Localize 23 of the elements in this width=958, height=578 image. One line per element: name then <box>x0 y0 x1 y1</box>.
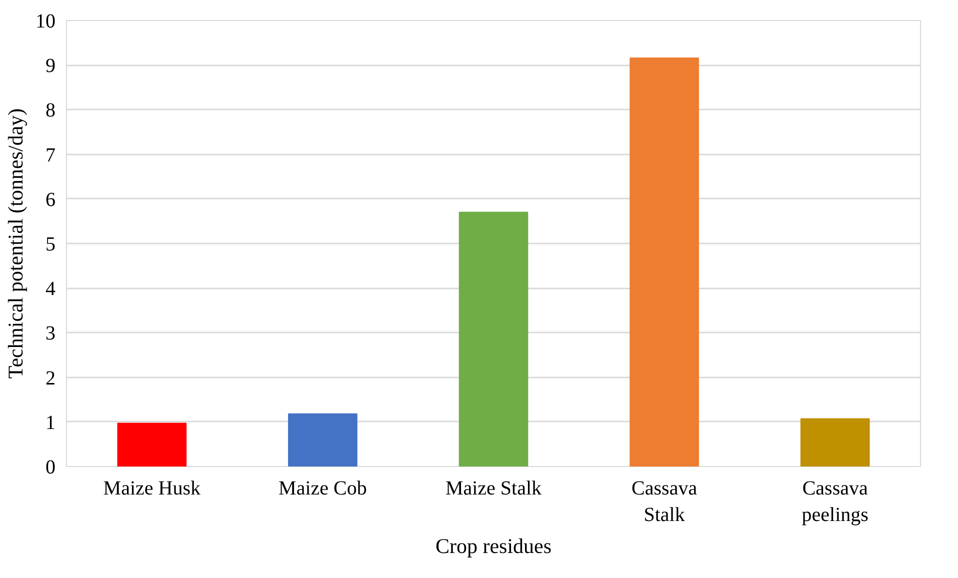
y-tick-label: 9 <box>46 55 56 78</box>
bar <box>630 57 699 466</box>
y-tick-label: 1 <box>46 412 56 434</box>
x-tick-label: Maize Husk <box>103 478 201 500</box>
y-axis-title: Technical potential (tonnes/day) <box>4 108 28 379</box>
y-tick-label: 6 <box>46 188 56 211</box>
x-tick-label: Maize Stalk <box>445 478 542 500</box>
x-tick-label: Cassava Stalk <box>632 478 698 526</box>
bar <box>288 413 358 466</box>
bar <box>458 212 528 466</box>
y-tick-label: 8 <box>46 100 56 122</box>
x-axis-title: Crop residues <box>435 534 552 558</box>
bar <box>117 422 187 466</box>
y-tick-label: 5 <box>46 234 56 256</box>
y-tick-label: 0 <box>46 456 56 478</box>
x-tick-label: Maize Cob <box>278 478 367 500</box>
bar <box>800 418 870 466</box>
y-tick-label: 4 <box>46 278 56 300</box>
x-tick-label: Cassava peelings <box>802 478 869 526</box>
y-tick-label: 3 <box>46 322 56 345</box>
y-tick-label: 10 <box>36 10 56 32</box>
y-tick-label: 7 <box>46 144 56 166</box>
y-tick-label: 2 <box>46 367 56 390</box>
